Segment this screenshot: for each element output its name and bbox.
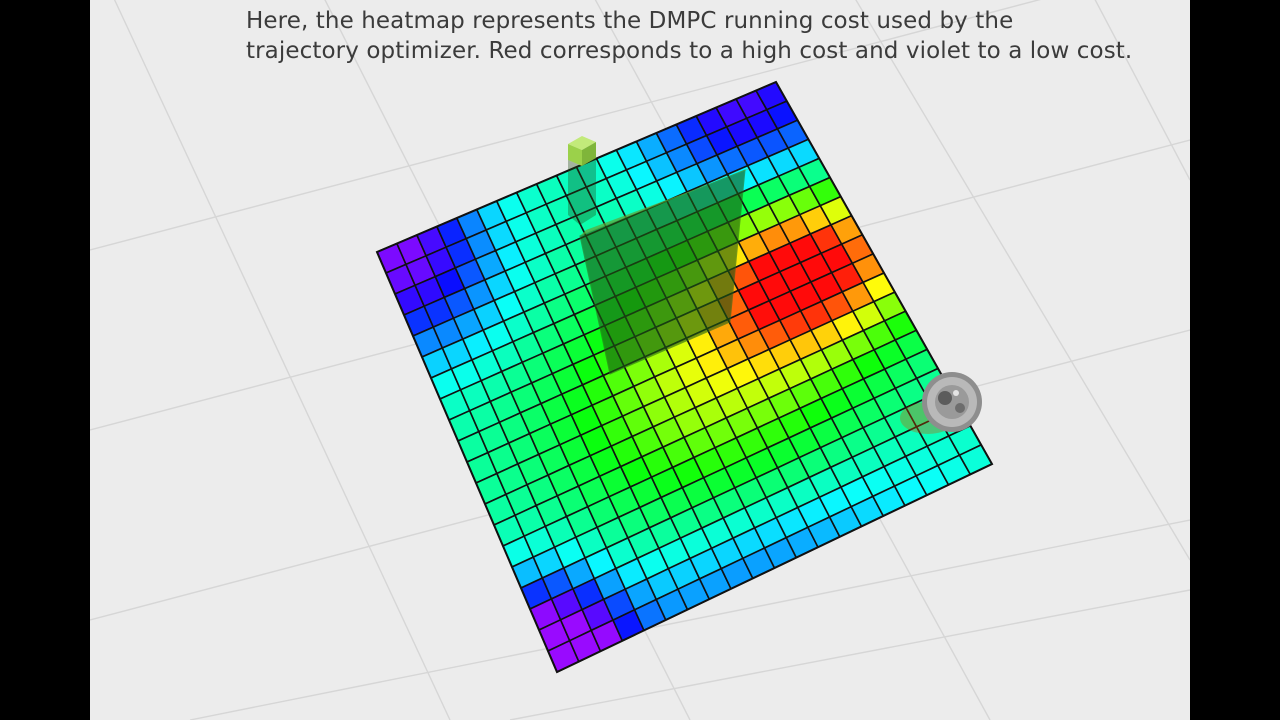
heatmap-border bbox=[375, 80, 994, 674]
floor-grid-line bbox=[1094, 0, 1190, 181]
floor-grid-line bbox=[509, 589, 1190, 720]
robot-icon[interactable] bbox=[900, 372, 982, 434]
scene-canvas bbox=[90, 0, 1190, 720]
caption-line-2: trajectory optimizer. Red corresponds to… bbox=[246, 38, 1133, 64]
caption-line-1: Here, the heatmap represents the DMPC ru… bbox=[246, 8, 1014, 34]
goal-marker bbox=[568, 136, 596, 225]
floor-grid-line bbox=[90, 0, 1042, 251]
floor-grid-line bbox=[189, 519, 1190, 720]
floor-grid-line bbox=[113, 0, 451, 720]
caption-text: Here, the heatmap represents the DMPC ru… bbox=[246, 6, 1186, 66]
floor-grid-line bbox=[855, 0, 1190, 561]
heatmap-grid bbox=[375, 80, 994, 674]
simulation-viewport[interactable]: Here, the heatmap represents the DMPC ru… bbox=[90, 0, 1190, 720]
wall-obstacle bbox=[579, 168, 752, 375]
